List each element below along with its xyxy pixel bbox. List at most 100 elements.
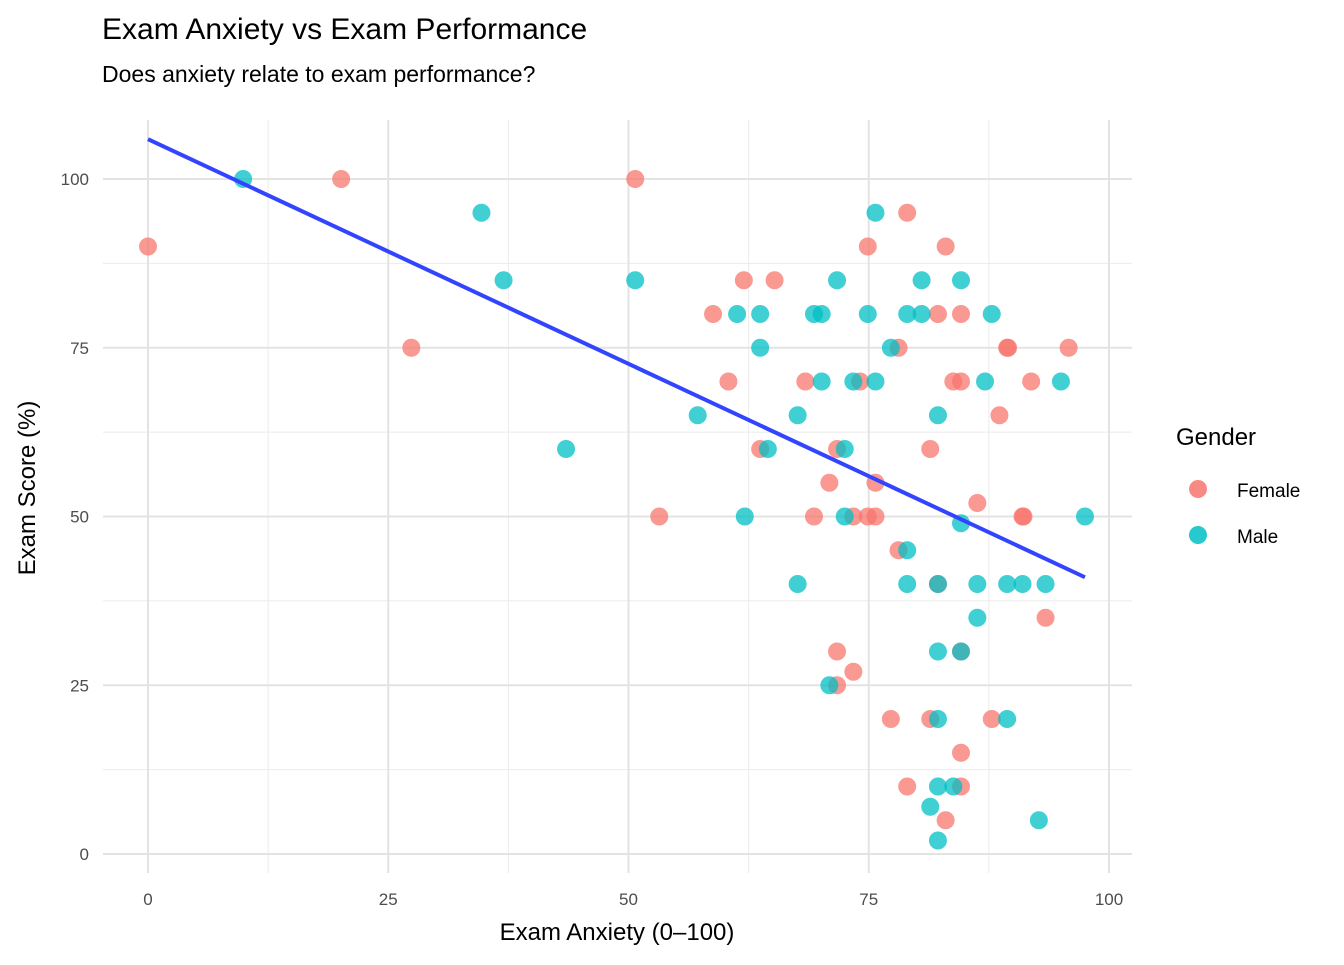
point-male [1013,575,1032,593]
point-male [898,305,917,323]
point-female [1059,338,1078,357]
point-male [912,271,931,290]
point-female [828,642,847,661]
point-female [332,170,351,188]
point-female [881,710,900,728]
x-tick-label: 25 [379,890,398,909]
point-male [626,271,645,290]
point-male [828,271,847,290]
point-female [820,473,839,492]
point-female [765,271,784,290]
point-male [968,575,987,593]
point-female [952,743,971,762]
point-female [1014,507,1033,526]
point-male [968,608,987,627]
legend: Gender Female Male [1176,424,1300,548]
x-tick-label: 100 [1095,890,1123,909]
point-male [898,541,917,560]
chart-title: Exam Anxiety vs Exam Performance [102,13,587,46]
points [139,170,1094,850]
point-female [858,237,877,256]
point-male [1075,507,1094,526]
legend-male-marker [1189,526,1207,544]
point-male [812,372,831,391]
point-male [688,406,707,425]
point-female [796,372,815,391]
point-female [734,271,753,290]
point-male [928,777,947,796]
legend-female-marker [1189,480,1207,498]
chart-subtitle: Does anxiety relate to exam performance? [102,61,535,87]
point-female [898,777,917,796]
point-female [982,710,1001,728]
point-male [928,575,947,593]
point-male [788,406,807,425]
point-male [952,642,971,661]
point-female [866,507,885,526]
x-axis-label: Exam Anxiety (0–100) [500,919,735,946]
x-tick-label: 50 [619,890,638,909]
point-female [898,203,917,222]
point-male [944,777,963,796]
point-male [976,372,995,391]
point-female [402,338,421,357]
point-male [835,440,854,458]
point-female [719,372,738,391]
point-female [952,372,971,391]
point-male [820,676,839,695]
point-female [936,811,955,830]
point-male [788,575,807,593]
point-male [858,305,877,323]
legend-female-label: Female [1237,481,1300,502]
point-male [494,271,513,290]
point-male [928,406,947,425]
point-female [928,305,947,323]
y-tick-label: 0 [80,845,89,864]
point-female [1036,608,1055,627]
axis-ticks: 0 25 50 75 100 0 25 50 75 100 [61,170,1124,909]
point-female [999,338,1018,357]
point-female [804,507,823,526]
point-male [835,507,854,526]
point-female [990,406,1009,425]
point-female [1022,372,1041,391]
legend-male-label: Male [1237,527,1278,548]
point-female [844,662,863,681]
point-male [898,575,917,593]
y-tick-label: 75 [70,339,89,358]
point-male [998,575,1017,593]
point-male [758,440,777,458]
point-male [1051,372,1070,391]
point-male [751,305,770,323]
point-male [928,710,947,728]
point-male [921,797,940,816]
x-tick-label: 0 [143,890,152,909]
point-male [557,440,576,458]
point-male [844,372,863,391]
legend-title: Gender [1176,424,1256,451]
point-male [928,831,947,850]
point-male [1036,575,1055,593]
point-male [928,642,947,661]
point-male [751,338,770,357]
y-axis-label: Exam Score (%) [14,401,41,576]
point-female [952,305,971,323]
point-male [735,507,754,526]
trend-line [147,137,1086,580]
y-tick-label: 50 [70,508,89,527]
point-male [952,271,971,290]
point-male [812,305,831,323]
point-male [472,203,491,222]
point-male [982,305,1001,323]
point-male [998,710,1017,728]
point-male [866,372,885,391]
point-male [1029,811,1048,830]
y-tick-label: 100 [61,170,89,189]
point-male [866,203,885,222]
point-male [912,305,931,323]
y-tick-label: 25 [70,676,89,695]
point-female [139,237,157,256]
point-female [968,494,987,512]
point-female [626,170,645,188]
